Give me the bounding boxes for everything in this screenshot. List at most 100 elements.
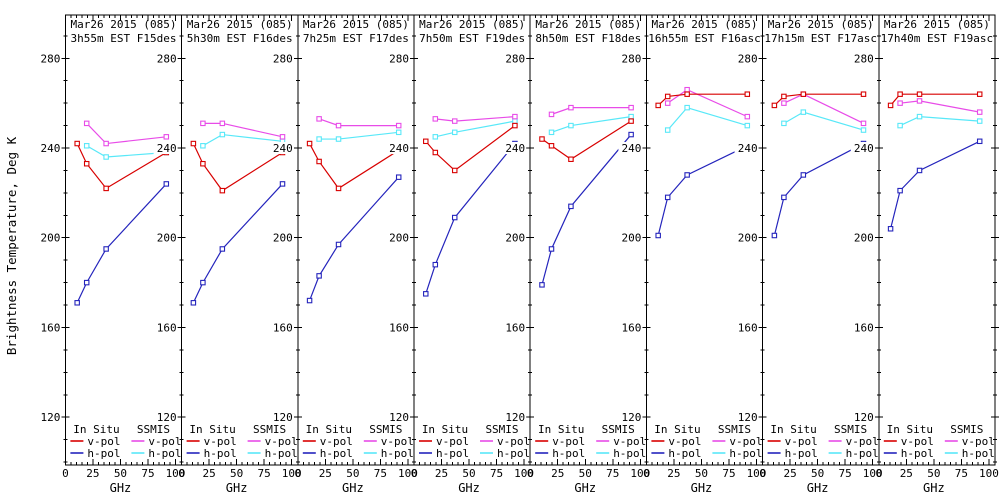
panel-axes-3 bbox=[293, 14, 415, 466]
legend-label: v-pol bbox=[381, 435, 414, 448]
marker-ssmis-v-pol bbox=[744, 113, 751, 120]
x-tick-label: 100 bbox=[166, 467, 186, 480]
legend-header-ssmis: SSMIS bbox=[950, 423, 983, 436]
panel-title-date: Mar26 2015 (085) bbox=[187, 18, 293, 31]
legend-label: h-pol bbox=[552, 447, 585, 460]
marker-ssmis-v-pol bbox=[897, 100, 903, 106]
y-tick-label-bg bbox=[269, 321, 294, 334]
y-tick-label: 160 bbox=[505, 321, 525, 334]
x-tick-label: 25 bbox=[551, 467, 564, 480]
legend-label: v-pol bbox=[148, 435, 181, 448]
y-tick-label-bg bbox=[386, 52, 410, 65]
y-tick-label: 280 bbox=[157, 52, 177, 65]
marker-ssmis-v-pol bbox=[628, 104, 634, 111]
marker-in-situ-v-pol bbox=[451, 167, 458, 174]
marker-in-situ-h-pol bbox=[451, 214, 458, 221]
marker-in-situ-h-pol bbox=[279, 181, 286, 187]
y-tick-label-bg bbox=[269, 411, 294, 424]
series-in-situ-h-pol bbox=[309, 176, 400, 301]
y-tick-label-bg bbox=[850, 142, 875, 155]
marker-ssmis-h-pol bbox=[316, 136, 322, 142]
series-ssmis-v-pol bbox=[551, 107, 632, 115]
x-tick-label: 50 bbox=[927, 467, 940, 480]
y-tick-label-bg bbox=[37, 231, 62, 244]
marker-in-situ-h-pol bbox=[432, 261, 439, 268]
marker-in-situ-h-pol bbox=[628, 131, 634, 138]
marker-ssmis-h-pol bbox=[897, 122, 903, 129]
marker-ssmis-h-pol bbox=[103, 154, 109, 160]
x-tick-label: 0 bbox=[294, 467, 301, 480]
marker-in-situ-h-pol bbox=[655, 232, 661, 239]
panel-series-2 bbox=[190, 120, 286, 306]
legend-label: h-pol bbox=[901, 447, 934, 460]
legend-label: v-pol bbox=[204, 435, 237, 448]
y-tick-label-bg bbox=[618, 52, 643, 65]
x-tick-label: 75 bbox=[490, 467, 503, 480]
x-axis-unit-label: GHz bbox=[226, 481, 248, 495]
y-tick-label: 160 bbox=[157, 321, 177, 334]
panel-frame bbox=[878, 14, 996, 466]
y-tick-label-bg bbox=[734, 321, 759, 334]
series-in-situ-h-pol bbox=[773, 143, 864, 236]
y-tick-label-bg bbox=[153, 231, 178, 244]
legend-label: v-pol bbox=[552, 435, 585, 448]
marker-in-situ-h-pol bbox=[976, 138, 983, 145]
x-tick-label: 100 bbox=[514, 467, 534, 480]
marker-in-situ-h-pol bbox=[316, 273, 322, 279]
y-tick-label-bg bbox=[153, 52, 178, 65]
panel-title-pass: 17h15m EST F17asc bbox=[764, 32, 877, 45]
marker-ssmis-h-pol bbox=[451, 129, 458, 136]
legend-label: h-pol bbox=[148, 447, 181, 460]
y-tick-label-bg bbox=[850, 231, 875, 244]
y-tick-label: 160 bbox=[622, 321, 642, 334]
series-ssmis-h-pol bbox=[899, 116, 980, 127]
y-tick-label: 120 bbox=[738, 411, 758, 424]
panel-title-date: Mar26 2015 (085) bbox=[419, 18, 525, 31]
series-ssmis-v-pol bbox=[900, 100, 980, 113]
marker-ssmis-h-pol bbox=[200, 143, 206, 149]
series-in-situ-h-pol bbox=[425, 143, 516, 295]
y-tick-label-bg bbox=[850, 52, 875, 65]
legend-header-ssmis: SSMIS bbox=[369, 423, 402, 436]
y-tick-label-bg bbox=[269, 231, 294, 244]
y-tick-label: 280 bbox=[854, 52, 874, 65]
marker-in-situ-h-pol bbox=[539, 282, 545, 288]
x-axis-unit-label: GHz bbox=[923, 481, 945, 495]
y-tick-label: 240 bbox=[622, 142, 642, 155]
y-tick-label-bg bbox=[618, 231, 643, 244]
marker-in-situ-h-pol bbox=[423, 291, 429, 297]
marker-in-situ-v-pol bbox=[306, 140, 313, 147]
y-tick-label: 160 bbox=[738, 321, 758, 334]
legend-header-ssmis: SSMIS bbox=[834, 423, 867, 436]
panel-title-pass: 3h55m EST F15des bbox=[71, 32, 177, 45]
marker-ssmis-v-pol bbox=[664, 100, 671, 106]
y-tick-label: 120 bbox=[622, 411, 642, 424]
legend-label: h-pol bbox=[265, 447, 298, 460]
marker-in-situ-h-pol bbox=[897, 187, 903, 194]
series-in-situ-h-pol bbox=[192, 183, 283, 304]
y-tick-label: 120 bbox=[157, 411, 177, 424]
y-tick-label: 200 bbox=[157, 232, 177, 245]
y-tick-label-bg bbox=[618, 142, 643, 155]
series-ssmis-v-pol bbox=[435, 116, 515, 122]
marker-ssmis-h-pol bbox=[395, 129, 402, 136]
marker-in-situ-h-pol bbox=[190, 300, 197, 306]
legend-label: v-pol bbox=[901, 435, 934, 448]
legend-header-in-situ: In Situ bbox=[654, 423, 700, 436]
marker-in-situ-h-pol bbox=[664, 194, 671, 201]
legend-header-in-situ: In Situ bbox=[189, 423, 235, 436]
legend-header-ssmis: SSMIS bbox=[253, 423, 286, 436]
y-tick-label: 200 bbox=[41, 232, 61, 245]
legend-header-in-situ: In Situ bbox=[770, 423, 816, 436]
y-tick-label-bg bbox=[502, 142, 527, 155]
panel-title-date: Mar26 2015 (085) bbox=[535, 18, 641, 31]
marker-ssmis-v-pol bbox=[432, 116, 439, 122]
panel-series-4 bbox=[423, 113, 518, 297]
marker-ssmis-v-pol bbox=[548, 111, 555, 118]
marker-in-situ-h-pol bbox=[568, 203, 574, 210]
x-tick-label: 100 bbox=[282, 467, 302, 480]
legend-header-in-situ: In Situ bbox=[306, 423, 352, 436]
marker-in-situ-v-pol bbox=[568, 156, 574, 162]
